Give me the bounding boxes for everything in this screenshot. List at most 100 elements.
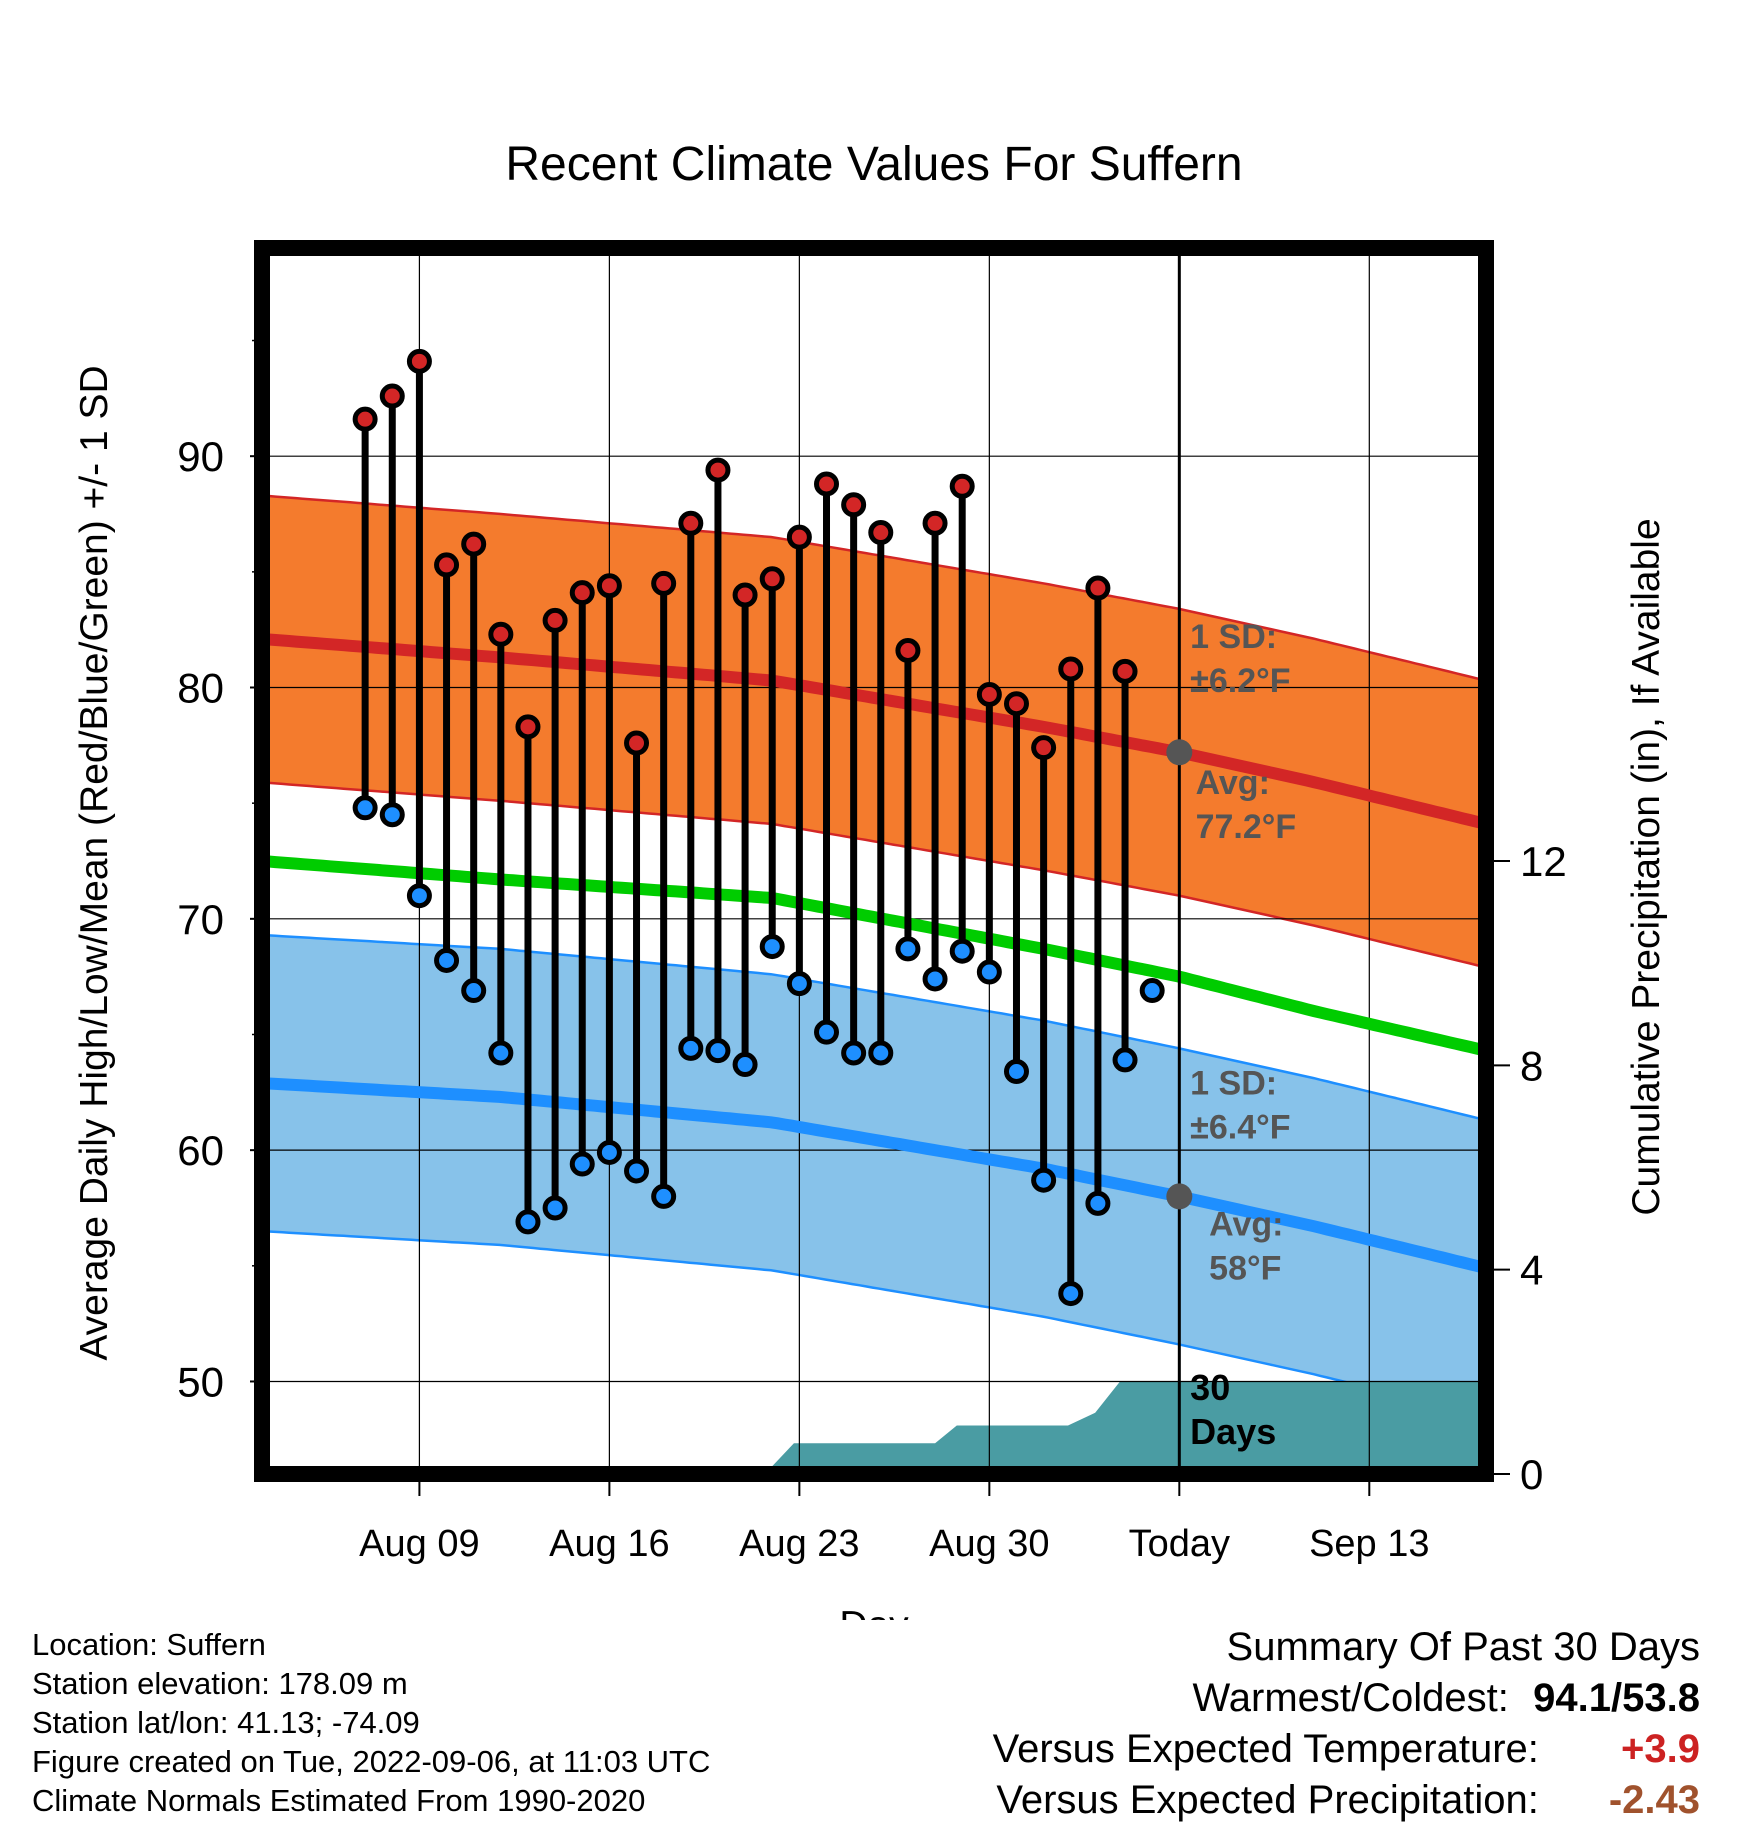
plot-area: 1 SD: ±6.2°F Avg: 77.2°F 1 SD: ±6.4°F Avg: 58°F… (177, 240, 1567, 1565)
low-point (406, 883, 432, 909)
y2-tick-label: 8 (1520, 1042, 1543, 1089)
high-point (678, 510, 704, 536)
precip-row: Versus Expected Precipitation: -2.43 (993, 1775, 1700, 1826)
precip-label: Versus Expected Precipitation: (996, 1778, 1539, 1822)
window-days-label: Days (1190, 1411, 1276, 1452)
low-point (1031, 1167, 1057, 1193)
warmest-label: Warmest/Coldest: (1192, 1676, 1509, 1720)
high-avg-label: Avg: (1196, 764, 1270, 802)
low-point (1058, 1281, 1084, 1307)
low-point (434, 947, 460, 973)
high-point (976, 681, 1002, 707)
x-tick-label: Aug 23 (739, 1523, 859, 1565)
y2-axis-label: Cumulative Precipitation (in), If Availa… (1625, 518, 1668, 1215)
low-point (1085, 1190, 1111, 1216)
precip-area (262, 1382, 1486, 1474)
created-text: Figure created on Tue, 2022-09-06, at 11… (32, 1744, 711, 1779)
x-tick-label: Today (1129, 1523, 1230, 1565)
high-point (434, 552, 460, 578)
high-point (814, 471, 840, 497)
high-point (759, 566, 785, 592)
low-point (786, 971, 812, 997)
low-point (352, 795, 378, 821)
y2-tick-label: 12 (1520, 838, 1567, 885)
low-point (705, 1038, 731, 1064)
high-point (949, 473, 975, 499)
low-point (759, 934, 785, 960)
high-point (461, 531, 487, 557)
low-point (922, 966, 948, 992)
high-point (352, 406, 378, 432)
low-point (732, 1052, 758, 1078)
high-point (624, 730, 650, 756)
low-avg-label: Avg: (1209, 1206, 1283, 1244)
high-point (786, 524, 812, 550)
temp-row: Versus Expected Temperature: +3.9 (993, 1724, 1700, 1775)
y-tick-label: 70 (177, 896, 224, 943)
precip-value: -2.43 (1608, 1778, 1700, 1822)
high-sd-upper-line (262, 494, 1484, 682)
location-text: Location: Suffern (32, 1627, 266, 1662)
low-point (596, 1139, 622, 1165)
normal-mean-line (262, 855, 1485, 1056)
low-point (976, 959, 1002, 985)
chart-title: Recent Climate Values For Suffern (505, 138, 1242, 191)
high-point (406, 348, 432, 374)
low-avg-value: 58°F (1209, 1250, 1281, 1288)
warmest-row: Warmest/Coldest: 94.1/53.8 (993, 1673, 1701, 1724)
x-tick-label: Aug 09 (359, 1523, 479, 1565)
low-sd-value: ±6.4°F (1190, 1109, 1290, 1147)
high-point (515, 714, 541, 740)
low-sd-upper-line (262, 933, 1484, 1121)
high-point (868, 520, 894, 546)
plot-inner: 1 SD: ±6.2°F Avg: 77.2°F 1 SD: ±6.4°F Avg: 58°F… (262, 248, 1486, 1474)
low-point (569, 1151, 595, 1177)
low-point (542, 1195, 568, 1221)
x-tick-label: Sep 13 (1309, 1523, 1429, 1565)
high-point (488, 621, 514, 647)
high-point (596, 573, 622, 599)
warmest-value: 94.1/53.8 (1533, 1676, 1700, 1720)
summary-panel: Summary Of Past 30 Days Warmest/Coldest:… (993, 1622, 1700, 1826)
low-point (868, 1040, 894, 1066)
x-tick-label: Aug 16 (549, 1523, 669, 1565)
low-point (1112, 1047, 1138, 1073)
high-point (1058, 656, 1084, 682)
today-low-avg-marker (1166, 1183, 1193, 1210)
high-point (732, 582, 758, 608)
high-point (569, 580, 595, 606)
y2-tick-label: 4 (1520, 1247, 1543, 1294)
high-sd-value: ±6.2°F (1190, 662, 1290, 700)
today-high-avg-marker (1166, 739, 1193, 766)
low-sd-label: 1 SD: (1190, 1065, 1277, 1103)
high-sd-label: 1 SD: (1190, 618, 1277, 656)
window-days-number: 30 (1190, 1367, 1230, 1408)
elevation-text: Station elevation: 178.09 m (32, 1666, 408, 1701)
y-axis-label: Average Daily High/Low/Mean (Red/Blue/Gr… (73, 365, 116, 1360)
high-point (1085, 575, 1111, 601)
y-tick-label: 50 (177, 1358, 224, 1405)
y2-tick-label: 0 (1520, 1451, 1543, 1498)
temp-label: Versus Expected Temperature: (992, 1727, 1539, 1771)
high-sd-lower-line (262, 781, 1484, 968)
low-point (515, 1209, 541, 1235)
high-point (1003, 691, 1029, 717)
climate-chart: Recent Climate Values For Suffern 1 SD: ±… (73, 138, 1668, 1620)
y-tick-label: 80 (177, 665, 224, 712)
high-point (542, 607, 568, 633)
high-point (705, 457, 731, 483)
normal-low-line (262, 1077, 1485, 1274)
high-point (1112, 658, 1138, 684)
low-point (379, 802, 405, 828)
temp-value: +3.9 (1621, 1727, 1700, 1771)
low-sd-lower-line (262, 1229, 1484, 1417)
low-point (814, 1019, 840, 1045)
y-tick-label: 90 (177, 433, 224, 480)
high-point (841, 492, 867, 518)
normals-text: Climate Normals Estimated From 1990-2020 (32, 1783, 646, 1818)
low-point (949, 938, 975, 964)
y-tick-label: 60 (177, 1127, 224, 1174)
low-point (1003, 1059, 1029, 1085)
station-info: Location: Suffern Station elevation: 178… (32, 1625, 710, 1820)
low-point (895, 936, 921, 962)
